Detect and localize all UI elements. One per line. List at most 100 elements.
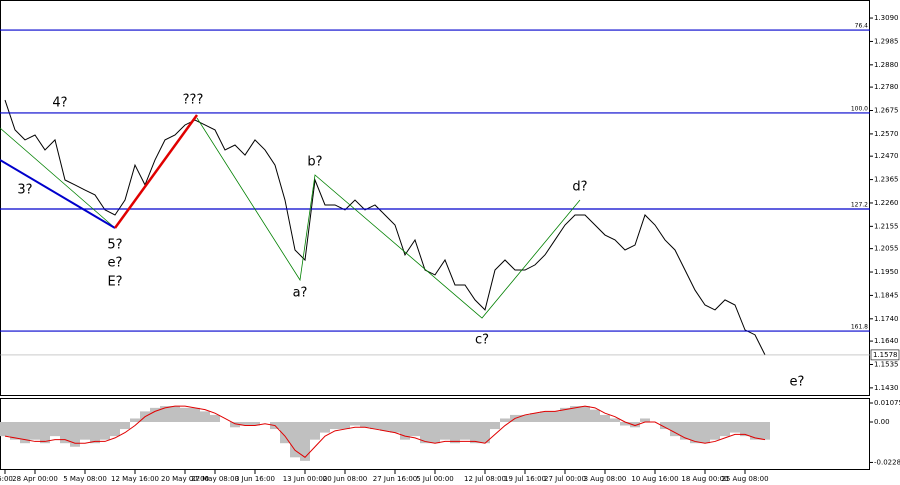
wave-label: e? — [790, 375, 805, 390]
y-tick-label: 1.2055 — [874, 245, 899, 253]
histogram-bar — [80, 421, 90, 440]
histogram-bar — [400, 421, 410, 440]
histogram-bar — [440, 421, 450, 440]
wave-label: 5? — [107, 238, 122, 253]
x-tick-label: 5 Jul 00:00 — [416, 475, 454, 483]
histogram-bar — [230, 421, 240, 428]
histogram-bar — [450, 421, 460, 444]
histogram-bar — [500, 418, 510, 422]
y-tick-label: -0.02289 — [874, 458, 900, 466]
histogram-bar — [90, 421, 100, 444]
wave-line — [0, 127, 116, 229]
histogram-bar — [620, 421, 630, 426]
histogram-bar — [730, 421, 740, 433]
level-label: 161.8 — [851, 324, 868, 331]
y-tick-label: 1.2260 — [874, 199, 899, 207]
histogram-bar — [490, 421, 500, 430]
histogram-bar — [250, 421, 260, 426]
y-tick-label: 1.2675 — [874, 107, 899, 115]
y-tick-label: 1.1640 — [874, 337, 899, 345]
histogram-bar — [560, 407, 570, 422]
x-tick-label: 27 Jun 16:00 — [373, 475, 417, 483]
histogram-bar — [690, 421, 700, 444]
histogram-bar — [630, 421, 640, 428]
histogram-bar — [610, 418, 620, 422]
histogram-bar — [70, 421, 80, 447]
histogram-bar — [420, 421, 430, 444]
x-tick-label: 28 Apr 00:00 — [12, 475, 58, 483]
histogram-bar — [720, 421, 730, 437]
histogram-bar — [520, 414, 530, 422]
histogram-bar — [350, 421, 360, 426]
x-tick-label: 25 Aug 08:00 — [721, 475, 768, 483]
histogram-bar — [530, 413, 540, 422]
histogram-bar — [550, 411, 560, 422]
histogram-bar — [380, 421, 390, 431]
histogram-bar — [200, 411, 210, 422]
histogram-bar — [680, 421, 690, 440]
histogram-bar — [100, 421, 110, 440]
histogram-bar — [190, 407, 200, 422]
x-tick-label: 18 Aug 00:00 — [681, 475, 728, 483]
x-tick-label: 20 May 00:00 — [161, 475, 209, 483]
x-tick-label: 5 May 08:00 — [63, 475, 107, 483]
y-tick-label: 1.3090 — [874, 14, 899, 22]
wave-label: b? — [307, 155, 322, 170]
x-tick-label: 6:00 — [0, 475, 13, 483]
histogram-bar — [760, 421, 770, 440]
y-tick-label: 1.2365 — [874, 176, 899, 184]
y-tick-label: 1.1740 — [874, 315, 899, 323]
histogram-bar — [160, 406, 170, 422]
histogram-bar — [700, 421, 710, 444]
histogram-bar — [320, 421, 330, 433]
histogram-bar — [460, 421, 470, 440]
histogram-bar — [600, 414, 610, 422]
y-tick-label: 1.2780 — [874, 83, 899, 91]
y-tick-label: 1.1535 — [874, 360, 899, 368]
histogram-bar — [50, 421, 60, 437]
x-tick-label: 20 Jun 08:00 — [323, 475, 367, 483]
last-price-label: 1.1578 — [873, 351, 898, 359]
x-tick-label: 10 Aug 16:00 — [631, 475, 678, 483]
level-label: 127.2 — [851, 201, 868, 208]
level-label: 100.0 — [851, 105, 868, 112]
y-tick-label: 1.1845 — [874, 291, 899, 299]
histogram-bar — [20, 421, 30, 444]
histogram-bar — [170, 406, 180, 422]
y-tick-label: 1.1950 — [874, 268, 899, 276]
histogram-bar — [480, 421, 490, 444]
last-price-box — [870, 349, 900, 361]
histogram-bar — [540, 411, 550, 422]
histogram-bar — [710, 421, 720, 440]
histogram-bar — [330, 421, 340, 430]
y-tick-label: 0.00 — [874, 418, 890, 426]
y-tick-label: 1.2155 — [874, 222, 899, 230]
x-tick-label: 12 Jul 08:00 — [464, 475, 506, 483]
histogram-bar — [430, 421, 440, 444]
histogram-bar — [740, 421, 750, 437]
price-line — [4, 99, 766, 356]
x-tick-label: 3 Aug 08:00 — [584, 475, 627, 483]
y-tick-label: 1.2470 — [874, 152, 899, 160]
histogram-bar — [40, 421, 50, 444]
wave-line — [196, 117, 581, 319]
histogram-bar — [280, 421, 290, 444]
level-label: 76.4 — [855, 23, 869, 30]
price-panel — [0, 0, 870, 396]
wave-line — [113, 114, 199, 229]
wave-label: c? — [475, 333, 489, 348]
wave-line — [0, 159, 116, 229]
y-tick-label: 1.1430 — [874, 384, 899, 392]
histogram-bar — [130, 418, 140, 422]
histogram-bar — [300, 421, 310, 461]
histogram-bar — [750, 421, 760, 440]
histogram-bar — [240, 421, 250, 426]
histogram-bar — [640, 418, 650, 422]
histogram-bar — [310, 421, 320, 440]
y-tick-label: 1.2880 — [874, 61, 899, 69]
wave-label: E? — [107, 275, 122, 290]
signal-line — [4, 405, 766, 459]
x-tick-label: 19 Jul 16:00 — [504, 475, 546, 483]
wave-label: 4? — [52, 96, 67, 111]
histogram-bar — [590, 409, 600, 422]
